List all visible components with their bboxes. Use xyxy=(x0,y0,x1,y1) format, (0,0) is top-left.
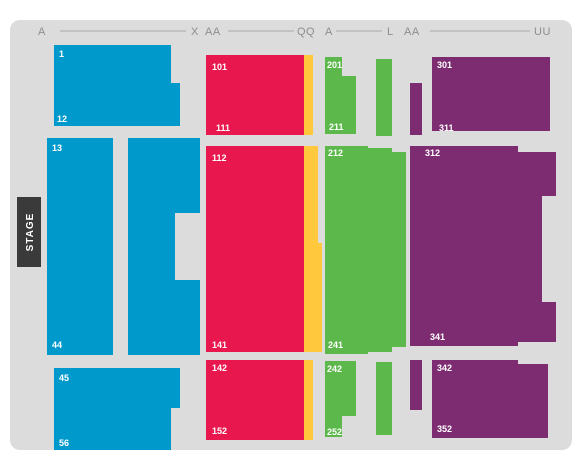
red-top-first: 101 xyxy=(212,62,227,72)
section-green-top-strip[interactable] xyxy=(376,59,392,136)
blue-top-first: 1 xyxy=(59,49,64,59)
section-blue-middle-right[interactable] xyxy=(128,138,200,355)
row-label-l: L xyxy=(387,26,394,38)
row-label-aa-right: AA xyxy=(404,26,420,38)
blue-middle-last: 44 xyxy=(52,340,62,350)
section-red-top[interactable] xyxy=(206,55,304,135)
blue-middle-first: 13 xyxy=(52,143,62,153)
green-top-last: 211 xyxy=(329,122,344,132)
section-purple-top-strip[interactable] xyxy=(410,83,422,135)
purple-bottom-first: 342 xyxy=(437,363,452,373)
purple-sections xyxy=(410,57,556,438)
row-label-a-left: A xyxy=(38,26,46,38)
section-blue-middle-left[interactable] xyxy=(47,138,113,355)
red-bottom-last: 152 xyxy=(212,426,227,436)
red-sections xyxy=(206,55,304,440)
seat-number-labels: 1 12 13 44 45 56 101 111 112 141 142 152… xyxy=(52,49,454,448)
section-purple-bottom[interactable] xyxy=(432,360,548,438)
section-yellow-middle[interactable] xyxy=(304,146,322,352)
purple-top-last: 311 xyxy=(439,123,454,133)
yellow-sections xyxy=(304,55,322,440)
green-top-first: 201 xyxy=(327,60,342,70)
section-blue-top[interactable] xyxy=(54,45,180,126)
row-label-x: X xyxy=(191,26,199,38)
stage: STAGE xyxy=(17,197,41,267)
green-middle-last: 241 xyxy=(328,340,343,350)
section-green-middle[interactable] xyxy=(325,146,406,354)
row-label-aa-mid: AA xyxy=(205,26,221,38)
section-blue-bottom[interactable] xyxy=(54,368,180,450)
red-middle-last: 141 xyxy=(212,340,227,350)
purple-middle-last: 341 xyxy=(430,332,445,342)
purple-bottom-last: 352 xyxy=(437,424,452,434)
row-labels: A X AA QQ A L AA UU xyxy=(38,26,551,38)
purple-middle-first: 312 xyxy=(425,148,440,158)
red-bottom-first: 142 xyxy=(212,363,227,373)
row-label-qq: QQ xyxy=(297,26,315,38)
blue-top-last: 12 xyxy=(57,114,67,124)
blue-bottom-first: 45 xyxy=(59,373,69,383)
section-yellow-top[interactable] xyxy=(304,55,313,135)
stage-block xyxy=(17,197,41,267)
section-yellow-bottom[interactable] xyxy=(304,360,313,440)
red-middle-first: 112 xyxy=(212,153,227,163)
section-green-bottom[interactable] xyxy=(325,361,356,437)
purple-top-first: 301 xyxy=(437,60,452,70)
section-green-top[interactable] xyxy=(325,57,356,134)
section-red-middle[interactable] xyxy=(206,146,304,352)
section-purple-middle[interactable] xyxy=(410,146,556,346)
blue-bottom-last: 56 xyxy=(59,438,69,448)
section-green-bottom-strip[interactable] xyxy=(376,362,392,435)
section-red-bottom[interactable] xyxy=(206,360,304,440)
blue-sections xyxy=(47,45,200,450)
green-bottom-first: 242 xyxy=(327,364,342,374)
section-purple-top[interactable] xyxy=(432,57,550,131)
red-top-last: 111 xyxy=(216,123,230,133)
section-purple-bottom-strip[interactable] xyxy=(410,360,422,410)
stage-label: STAGE xyxy=(25,213,36,252)
green-sections xyxy=(325,57,406,437)
row-label-uu: UU xyxy=(534,26,551,38)
green-bottom-last: 252 xyxy=(327,427,342,437)
row-label-a-mid: A xyxy=(325,26,333,38)
green-middle-first: 212 xyxy=(328,148,343,158)
